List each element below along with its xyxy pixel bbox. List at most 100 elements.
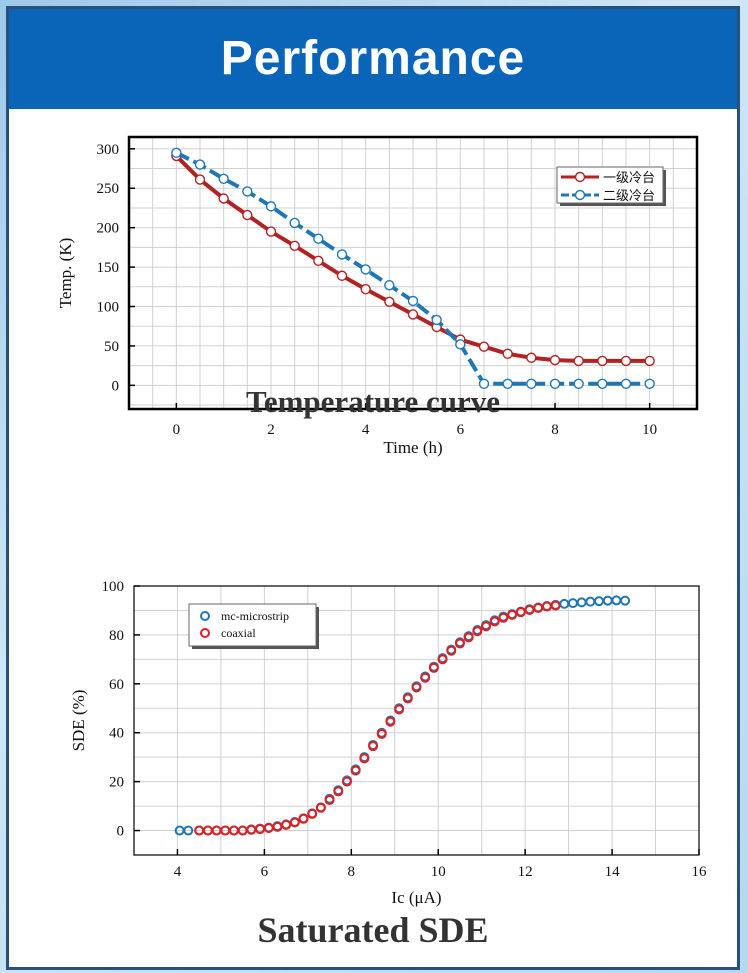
data-point-s1 [313, 255, 324, 266]
data-point-s2 [394, 704, 405, 715]
data-point-s2 [324, 794, 335, 805]
y-tick-label: 0 [112, 378, 120, 394]
legend-label-2: 二级冷台 [603, 189, 655, 204]
data-point-s2 [463, 632, 474, 643]
chart-title-temperature: Temperature curve [246, 384, 500, 419]
data-point-s1 [549, 354, 561, 366]
data-point-s2 [307, 808, 318, 819]
y-tick-label: 40 [109, 726, 124, 742]
data-point-s2 [472, 626, 483, 637]
data-point-s2 [498, 612, 509, 623]
data-point-s2 [437, 654, 448, 665]
data-point-s2 [359, 753, 370, 764]
data-point-s2 [502, 378, 513, 389]
data-point-s2 [368, 741, 379, 752]
y-axis-label: Temp. (K) [56, 238, 75, 309]
data-point-s1 [597, 355, 608, 367]
sde-chart: 4 6 8 10 12 14 16 0 20 40 60 80 100 Ic (μA) SDE (%) mc-… [69, 579, 708, 907]
plot-frame [127, 135, 699, 411]
data-point-s1 [242, 209, 253, 221]
x-tick-label: 2 [267, 422, 275, 438]
data-point-s2 [385, 716, 396, 727]
data-point-s2 [431, 314, 442, 326]
data-point-s1 [502, 348, 513, 360]
x-axis-label: Time (h) [383, 438, 442, 457]
y-tick-label: 150 [97, 260, 120, 276]
data-point-s2 [265, 201, 277, 212]
legend-marker-1 [200, 611, 210, 621]
data-point-s1 [620, 595, 631, 606]
data-point-s2 [573, 378, 584, 389]
x-tick-label: 12 [518, 864, 533, 880]
legend-box [556, 166, 664, 204]
data-point-s2 [360, 264, 371, 275]
data-point-s2 [407, 295, 419, 307]
data-point-s2 [289, 817, 300, 828]
y-tick-label: 50 [104, 339, 119, 355]
x-tick-label: 6 [457, 422, 465, 438]
x-tick-label: 8 [348, 864, 356, 880]
x-tick-label: 10 [431, 864, 446, 880]
x-tick-label: 14 [605, 864, 621, 880]
data-point-s1 [194, 174, 206, 185]
chart-title-sde: Saturated SDE [257, 910, 489, 950]
data-point-s2 [376, 728, 387, 739]
x-tick-label: 4 [362, 422, 370, 438]
data-point-s1 [360, 283, 371, 295]
data-point-s2 [315, 802, 326, 813]
data-point-s2 [446, 645, 457, 656]
data-point-s2 [336, 249, 348, 260]
legend-marker-2 [200, 628, 210, 638]
data-point-s1 [478, 341, 490, 352]
data-point-s2 [550, 600, 561, 611]
data-point-s2 [272, 821, 283, 832]
data-point-s2 [350, 765, 361, 776]
data-point-s2 [507, 609, 518, 620]
performance-panel: Performance 0 2 4 6 8 10 0 50 100 150 200 250 300 Tim… [6, 6, 740, 970]
x-tick-label: 6 [261, 864, 269, 880]
x-tick-label: 4 [174, 864, 182, 880]
y-tick-label: 20 [109, 775, 124, 791]
data-point-s1 [644, 355, 655, 367]
data-point-s2 [454, 638, 465, 649]
data-point-s2 [281, 819, 292, 830]
data-point-s1 [289, 240, 300, 252]
y-tick-label: 100 [102, 579, 125, 595]
data-point-s2 [194, 159, 206, 170]
legend-box [188, 603, 317, 647]
data-point-s2 [289, 217, 300, 229]
y-axis-label: SDE (%) [69, 690, 88, 752]
data-point-s1 [573, 355, 584, 367]
data-point-s1 [183, 825, 194, 836]
data-point-s2 [298, 813, 309, 824]
data-point-s1 [526, 352, 537, 363]
y-tick-label: 200 [97, 221, 120, 237]
data-point-s2 [242, 186, 253, 197]
data-point-s2 [515, 607, 526, 618]
x-tick-label: 0 [173, 422, 181, 438]
legend-marker-1 [574, 171, 586, 183]
data-point-s2 [455, 339, 466, 350]
data-point-s1 [218, 193, 229, 204]
data-point-s2 [333, 786, 344, 797]
x-axis-label: Ic (μA) [391, 888, 441, 907]
y-tick-label: 300 [97, 142, 120, 158]
data-point-s2 [526, 378, 537, 389]
legend-marker-2 [574, 189, 586, 201]
data-point-s2 [341, 776, 352, 787]
x-tick-label: 8 [551, 422, 559, 438]
x-tick-label: 16 [692, 864, 708, 880]
legend-label-2: coaxial [221, 626, 256, 640]
plot-frame [133, 585, 700, 856]
y-tick-label: 60 [109, 677, 124, 693]
y-tick-label: 0 [117, 824, 125, 840]
data-point-s2 [481, 621, 492, 632]
page-title: Performance [9, 9, 737, 109]
y-tick-label: 250 [97, 181, 120, 197]
data-point-s1 [620, 355, 632, 367]
data-point-s2 [402, 693, 413, 704]
y-tick-label: 80 [109, 628, 124, 644]
data-point-s1 [265, 226, 277, 237]
data-point-s1 [407, 309, 419, 320]
